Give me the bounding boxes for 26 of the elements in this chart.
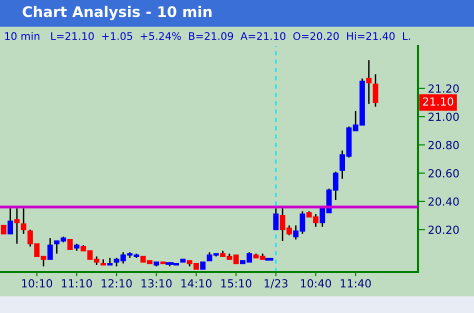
chart-subtitle: 10 min L=21.10 +1.05 +5.24% B=21.09 A=21.10 O=20.20 Hi=21.40 L. bbox=[5, 32, 410, 40]
candlestick bbox=[67, 238, 73, 250]
candlestick bbox=[14, 208, 20, 244]
y-tick-label: 20.40 bbox=[428, 197, 459, 206]
x-tick-label: 13:10 bbox=[142, 279, 172, 288]
candlestick bbox=[366, 59, 372, 105]
y-tick-label: 21.20 bbox=[428, 84, 459, 93]
x-tick-label: 11:40 bbox=[340, 279, 371, 288]
candlestick bbox=[372, 74, 378, 108]
x-tick-label: 14:10 bbox=[181, 279, 212, 288]
x-tick-label: 15:10 bbox=[221, 279, 252, 288]
text: 21.10 bbox=[422, 97, 454, 106]
x-tick-label: 11:10 bbox=[62, 279, 92, 288]
candlestick bbox=[273, 208, 279, 230]
candlestick bbox=[20, 208, 26, 235]
candlestick bbox=[47, 237, 53, 260]
chart-title: Chart Analysis - 10 min bbox=[22, 6, 212, 20]
x-tick-label: 10:10 bbox=[22, 279, 52, 288]
x-tick-label: 1/23 bbox=[264, 279, 288, 288]
x-tick-label: 12:10 bbox=[102, 279, 132, 288]
y-tick-label: 21.00 bbox=[428, 112, 459, 122]
y-tick-label: 20.80 bbox=[428, 140, 459, 150]
y-tick-label: 20.60 bbox=[428, 169, 459, 178]
x-tick-label: 10:40 bbox=[300, 279, 332, 288]
candlestick bbox=[8, 208, 14, 235]
y-tick-label: 20.20 bbox=[428, 226, 459, 234]
